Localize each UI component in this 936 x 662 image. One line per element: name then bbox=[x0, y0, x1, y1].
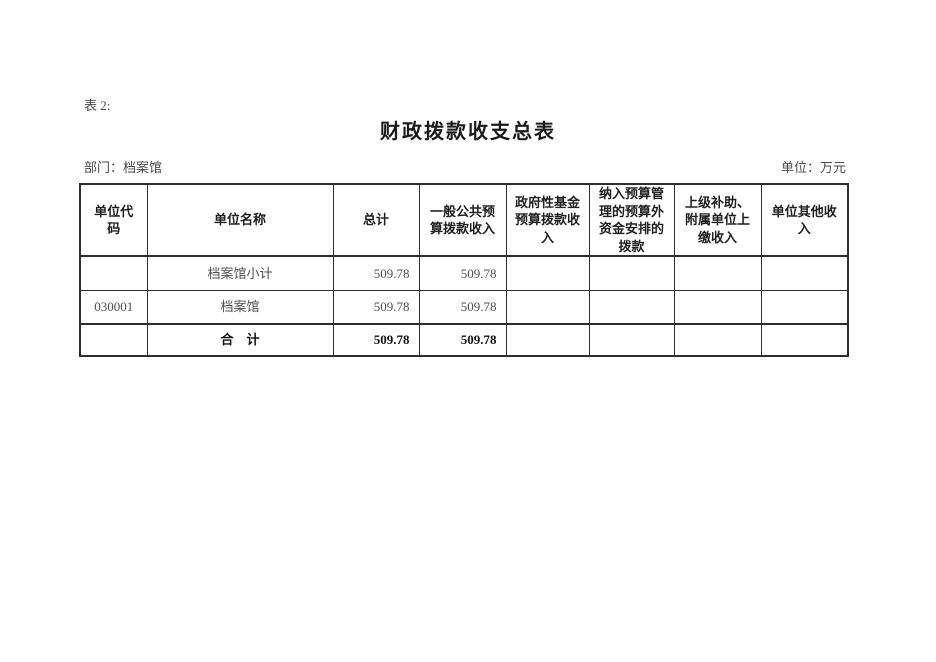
column-header-extra-budget-funds: 纳入预算管理的预算外资金安排的拨款 bbox=[588, 183, 675, 258]
cell-gov-fund bbox=[505, 255, 590, 291]
column-header-general-public-budget: 一般公共预算拨款收入 bbox=[418, 183, 507, 258]
cell-total: 509.78 bbox=[332, 323, 420, 357]
table-number-label: 表 2: bbox=[84, 98, 111, 113]
cell-total: 509.78 bbox=[332, 255, 420, 291]
cell-general-public: 509.78 bbox=[418, 323, 507, 357]
cell-gov-fund bbox=[505, 323, 590, 357]
department-label: 部门：档案馆 bbox=[84, 160, 163, 175]
cell-unit-name: 档案馆小计 bbox=[146, 255, 334, 291]
cell-superior-subsidy bbox=[673, 255, 762, 291]
table-row-grand-total: 合 计 509.78 509.78 bbox=[79, 323, 849, 357]
table-row-unit: 030001 档案馆 509.78 509.78 bbox=[79, 289, 849, 325]
unit-label: 单位：万元 bbox=[780, 160, 846, 175]
cell-extra-budget bbox=[588, 255, 675, 291]
column-header-unit-code: 单位代码 bbox=[79, 183, 148, 258]
table-header-row: 单位代码 单位名称 总计 一般公共预算拨款收入 政府性基金预算拨款收入 纳入预算… bbox=[79, 183, 849, 258]
column-header-total: 总计 bbox=[332, 183, 420, 258]
cell-general-public: 509.78 bbox=[418, 255, 507, 291]
cell-other-income bbox=[760, 323, 849, 357]
cell-unit-name: 合 计 bbox=[146, 323, 334, 357]
column-header-gov-fund-budget: 政府性基金预算拨款收入 bbox=[505, 183, 590, 258]
cell-other-income bbox=[760, 289, 849, 325]
cell-gov-fund bbox=[505, 289, 590, 325]
meta-row: 部门：档案馆 单位：万元 bbox=[84, 157, 846, 176]
cell-unit-code bbox=[79, 255, 148, 291]
cell-extra-budget bbox=[588, 323, 675, 357]
cell-extra-budget bbox=[588, 289, 675, 325]
cell-superior-subsidy bbox=[673, 289, 762, 325]
cell-general-public: 509.78 bbox=[418, 289, 507, 325]
budget-summary-table: 单位代码 单位名称 总计 一般公共预算拨款收入 政府性基金预算拨款收入 纳入预算… bbox=[79, 183, 849, 358]
cell-total: 509.78 bbox=[332, 289, 420, 325]
cell-unit-name: 档案馆 bbox=[146, 289, 334, 325]
column-header-unit-name: 单位名称 bbox=[146, 183, 334, 258]
column-header-superior-subsidy: 上级补助、附属单位上缴收入 bbox=[673, 183, 762, 258]
page-title: 财政拨款收支总表 bbox=[380, 121, 556, 143]
cell-unit-code: 030001 bbox=[79, 289, 148, 325]
table-row-subtotal: 档案馆小计 509.78 509.78 bbox=[79, 255, 849, 291]
column-header-other-income: 单位其他收入 bbox=[760, 183, 849, 258]
cell-other-income bbox=[760, 255, 849, 291]
cell-unit-code bbox=[79, 323, 148, 357]
cell-superior-subsidy bbox=[673, 323, 762, 357]
